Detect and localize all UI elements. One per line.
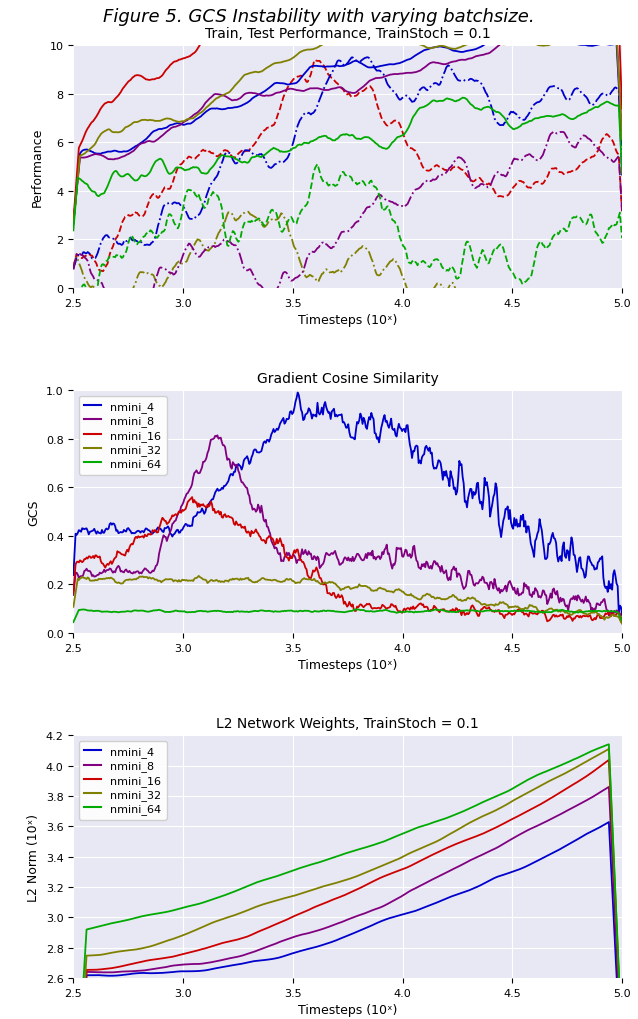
Y-axis label: L2 Norm (10ˣ): L2 Norm (10ˣ) <box>27 813 40 901</box>
Title: Train, Test Performance, TrainStoch = 0.1: Train, Test Performance, TrainStoch = 0.… <box>205 26 491 41</box>
X-axis label: Timesteps (10ˣ): Timesteps (10ˣ) <box>298 1004 397 1017</box>
Legend: nmini_4, nmini_8, nmini_16, nmini_32, nmini_64: nmini_4, nmini_8, nmini_16, nmini_32, nm… <box>79 396 167 475</box>
Text: Figure 5. GCS Instability with varying batchsize.: Figure 5. GCS Instability with varying b… <box>103 8 535 26</box>
Legend: nmini_4, nmini_8, nmini_16, nmini_32, nmini_64: nmini_4, nmini_8, nmini_16, nmini_32, nm… <box>79 741 167 820</box>
Title: L2 Network Weights, TrainStoch = 0.1: L2 Network Weights, TrainStoch = 0.1 <box>216 716 479 730</box>
Title: Gradient Cosine Similarity: Gradient Cosine Similarity <box>257 371 438 385</box>
Y-axis label: GCS: GCS <box>27 499 40 525</box>
X-axis label: Timesteps (10ˣ): Timesteps (10ˣ) <box>298 658 397 672</box>
Y-axis label: Performance: Performance <box>31 127 44 207</box>
X-axis label: Timesteps (10ˣ): Timesteps (10ˣ) <box>298 314 397 327</box>
